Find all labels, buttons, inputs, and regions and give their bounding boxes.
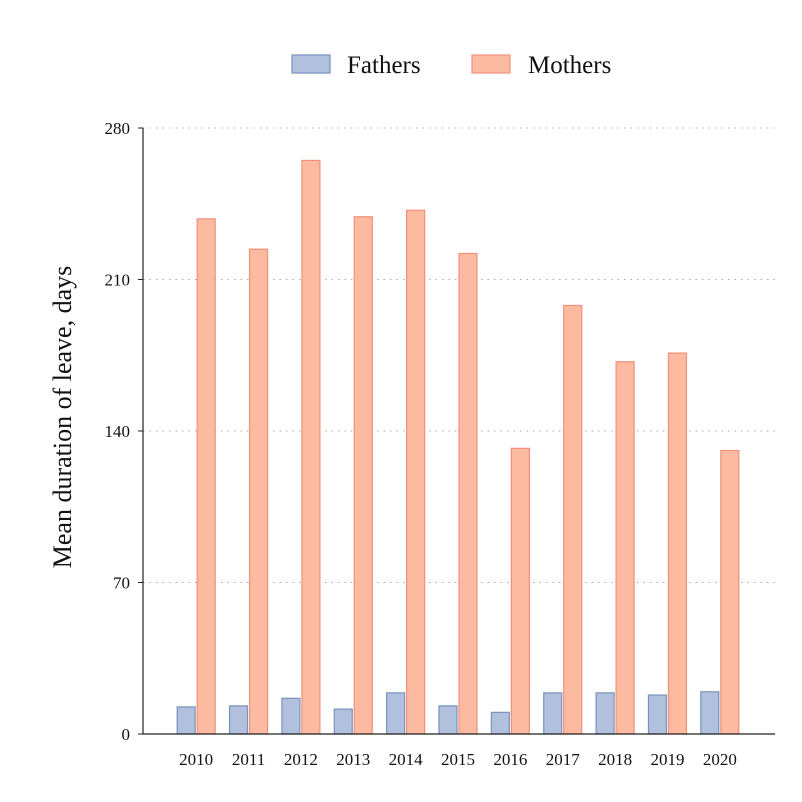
legend-label-fathers: Fathers bbox=[347, 52, 421, 79]
y-tick-label: 210 bbox=[105, 271, 131, 290]
bar-mothers bbox=[510, 447, 530, 735]
x-tick-label: 2017 bbox=[546, 750, 581, 769]
legend-swatch-fathers bbox=[291, 54, 331, 74]
legend: Fathers Mothers bbox=[291, 52, 611, 79]
bar-mothers bbox=[248, 248, 269, 735]
bar-fathers bbox=[281, 697, 301, 735]
bar-mothers bbox=[667, 352, 688, 735]
x-tick-label: 2016 bbox=[493, 750, 527, 769]
x-tick-labels: 2010 2011 2012 2013 2014 2015 2016 2017 2018 2019… bbox=[179, 750, 737, 769]
x-tick-label: 2010 bbox=[179, 750, 213, 769]
bar-mothers bbox=[563, 304, 583, 735]
bar-fathers bbox=[386, 692, 406, 735]
x-tick-label: 2019 bbox=[650, 750, 684, 769]
bar-mothers bbox=[615, 361, 635, 735]
bar-mothers bbox=[301, 159, 321, 735]
bar-fathers bbox=[438, 705, 458, 735]
y-tick-label: 70 bbox=[113, 574, 130, 593]
bar-fathers bbox=[700, 691, 720, 735]
x-tick-label: 2015 bbox=[441, 750, 475, 769]
x-tick-label: 2013 bbox=[336, 750, 370, 769]
y-tick-label: 0 bbox=[122, 725, 131, 744]
x-tick-label: 2020 bbox=[703, 750, 737, 769]
y-tick-label: 140 bbox=[105, 422, 131, 441]
bar-fathers bbox=[333, 708, 353, 735]
bars bbox=[176, 159, 740, 735]
bar-fathers bbox=[543, 692, 563, 735]
bar-mothers bbox=[458, 252, 478, 735]
bar-mothers bbox=[406, 209, 426, 735]
bar-fathers bbox=[176, 706, 196, 735]
bar-mothers bbox=[720, 449, 740, 735]
x-tick-label: 2018 bbox=[598, 750, 632, 769]
y-tick-labels: 0 70 140 210 280 bbox=[105, 119, 143, 744]
bar-fathers bbox=[490, 711, 510, 735]
legend-swatch-mothers bbox=[471, 54, 511, 74]
bar-mothers bbox=[196, 218, 216, 735]
bar-fathers bbox=[647, 694, 668, 735]
x-tick-label: 2014 bbox=[389, 750, 424, 769]
x-tick-label: 2011 bbox=[232, 750, 265, 769]
legend-label-mothers: Mothers bbox=[528, 52, 611, 79]
bar-mothers bbox=[353, 216, 373, 735]
bar-fathers bbox=[228, 705, 249, 735]
bar-fathers bbox=[595, 692, 615, 735]
y-tick-label: 280 bbox=[105, 119, 131, 138]
y-axis-title: Mean duration of leave, days bbox=[48, 266, 77, 569]
x-tick-label: 2012 bbox=[284, 750, 318, 769]
